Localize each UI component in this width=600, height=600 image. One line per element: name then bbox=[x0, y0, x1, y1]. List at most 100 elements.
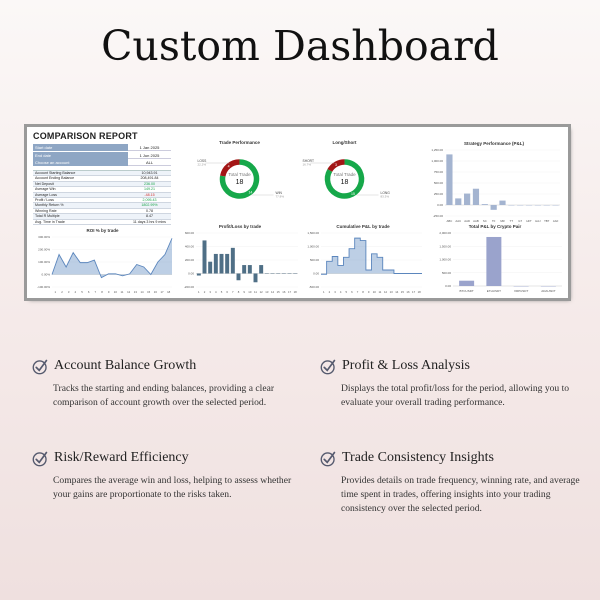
feature-item: Trade Consistency Insights Provides detai… bbox=[320, 449, 590, 516]
stat-row: Average Loss -48.15 bbox=[33, 192, 171, 198]
feature-heading: Profit & Loss Analysis bbox=[320, 357, 590, 375]
bar bbox=[225, 253, 230, 274]
y-tick-label: 750.00 bbox=[434, 170, 444, 174]
bar bbox=[247, 265, 252, 274]
x-tick-label: HFT bbox=[526, 219, 532, 223]
x-tick-label: 11 bbox=[121, 290, 124, 294]
stat-label: Average Win bbox=[35, 187, 56, 192]
legend-pct: 22.2% bbox=[198, 163, 207, 167]
bar bbox=[219, 253, 224, 274]
y-tick-label: 1,500.00 bbox=[439, 244, 451, 248]
stat-label: Account Starting Balance bbox=[35, 171, 76, 175]
x-tick-label: 10 bbox=[114, 290, 118, 294]
x-tick-label: 4 bbox=[340, 290, 342, 294]
filter-start-date[interactable]: Start date 1 Jan 2025 bbox=[33, 144, 171, 151]
feature-title: Risk/Reward Efficiency bbox=[54, 450, 189, 465]
bar bbox=[253, 273, 258, 283]
x-tick-label: 15 bbox=[147, 290, 151, 294]
x-tick-label: 14 bbox=[271, 290, 275, 294]
feature-title: Account Balance Growth bbox=[54, 358, 197, 373]
x-tick-label: 10 bbox=[373, 290, 377, 294]
y-tick-label: -200.00 bbox=[184, 285, 195, 289]
stat-label: Profit / Loss bbox=[35, 197, 54, 202]
profit-loss-by-trade-chart: Profit/Loss by trade -200.00 0.00 200.00 400… bbox=[179, 223, 301, 295]
x-tick-label: 16 bbox=[406, 290, 410, 294]
y-tick-label: 400.00 bbox=[185, 245, 195, 249]
x-tick-label: TBT bbox=[544, 219, 550, 223]
x-tick-label: 3 bbox=[68, 290, 70, 294]
x-tick-label: 1 bbox=[323, 290, 325, 294]
bar bbox=[259, 265, 264, 274]
stat-row: Total R Multiple 8.47 bbox=[33, 214, 171, 220]
filter-value[interactable]: 1 Jun 2025 bbox=[128, 151, 171, 159]
y-tick-label: 500.00 bbox=[434, 181, 444, 185]
x-tick-label: 6 bbox=[226, 290, 228, 294]
chart-title: Total P&L by Crypto Pair bbox=[468, 224, 522, 229]
legend-pct: 16.7% bbox=[303, 163, 312, 167]
stat-row: Monthly Return % 1802.99% bbox=[33, 203, 171, 209]
area-fill bbox=[52, 238, 172, 278]
stat-value: 208,491.84 bbox=[140, 176, 159, 181]
x-tick-label: 17 bbox=[160, 290, 164, 294]
x-tick-label: 12 bbox=[384, 290, 388, 294]
x-tick-label: 6 bbox=[88, 290, 90, 294]
x-tick-label: 12 bbox=[260, 290, 264, 294]
slice-value-label: 4 bbox=[228, 164, 230, 168]
x-tick-label: 7 bbox=[95, 290, 97, 294]
y-tick-label: 1,000.00 bbox=[431, 159, 443, 163]
bar bbox=[196, 273, 201, 276]
x-tick-label: AAB bbox=[473, 219, 479, 223]
y-tick-label: 0.00 bbox=[437, 203, 443, 207]
filter-account[interactable]: Choose an account ALL bbox=[33, 159, 171, 166]
stat-row: Net Deposit 236.00 bbox=[33, 181, 171, 188]
y-tick-label: 2,000.00 bbox=[439, 231, 451, 235]
y-tick-label: 0.00 bbox=[188, 272, 194, 276]
chart-title: Strategy Performance (P&L) bbox=[463, 141, 525, 146]
x-tick-label: 2 bbox=[61, 290, 63, 294]
chart-title: Trade Performance bbox=[219, 140, 260, 145]
y-tick-label: 0.00 bbox=[445, 284, 451, 288]
account-select[interactable]: ALL bbox=[128, 159, 171, 166]
x-tick-label: 5 bbox=[345, 290, 347, 294]
check-circle-icon bbox=[32, 451, 48, 466]
legend-label: LONG bbox=[381, 191, 391, 195]
x-tick-label: 17 bbox=[288, 290, 292, 294]
filter-end-date[interactable]: End date 1 Jun 2025 bbox=[33, 151, 171, 159]
x-tick-label: 17 bbox=[412, 290, 416, 294]
y-tick-label: 0.00% bbox=[41, 273, 50, 277]
bar bbox=[464, 193, 471, 205]
bar bbox=[230, 247, 235, 274]
x-tick-label: 1 bbox=[55, 290, 57, 294]
stat-label: Monthly Return % bbox=[35, 203, 64, 208]
x-tick-label: 18 bbox=[167, 290, 171, 294]
y-tick-label: 100.00% bbox=[38, 260, 50, 264]
bar bbox=[455, 198, 462, 205]
long-short-chart: Long/Short Total Trade 18 3 15 SHORT 16.7% LONG… bbox=[292, 139, 397, 209]
stat-value: 236.00 bbox=[144, 181, 155, 186]
x-tick-label: 6 bbox=[351, 290, 353, 294]
legend-label: WIN bbox=[276, 191, 283, 195]
filter-label: End date bbox=[33, 151, 128, 159]
feature-description: Tracks the starting and ending balances,… bbox=[53, 383, 275, 408]
x-tick-label: 10 bbox=[248, 290, 252, 294]
stat-value: -48.15 bbox=[144, 192, 155, 197]
legend-pct: 83.3% bbox=[381, 195, 390, 199]
feature-title: Trade Consistency Insights bbox=[342, 450, 494, 465]
y-tick-label: 500.00 bbox=[442, 271, 452, 275]
feature-description: Compares the average win and loss, helpi… bbox=[53, 475, 292, 500]
stat-label: Net Deposit bbox=[35, 181, 54, 186]
legend-label: SHORT bbox=[303, 159, 314, 163]
y-tick-label: 250.00 bbox=[434, 192, 444, 196]
bar bbox=[208, 261, 213, 274]
x-tick-label: 3 bbox=[209, 290, 211, 294]
check-circle-icon bbox=[320, 359, 336, 374]
legend-pct: 77.8% bbox=[276, 195, 285, 199]
filter-value[interactable]: 1 Jan 2025 bbox=[128, 144, 171, 151]
center-label: Total Trade bbox=[228, 172, 251, 177]
x-tick-label: ABC bbox=[447, 219, 453, 223]
x-tick-label: 16 bbox=[282, 290, 286, 294]
slice-value-label: 3 bbox=[335, 163, 337, 167]
x-tick-label: 5 bbox=[221, 290, 223, 294]
y-tick-label: 200.00 bbox=[185, 258, 195, 262]
center-value: 18 bbox=[341, 179, 349, 186]
